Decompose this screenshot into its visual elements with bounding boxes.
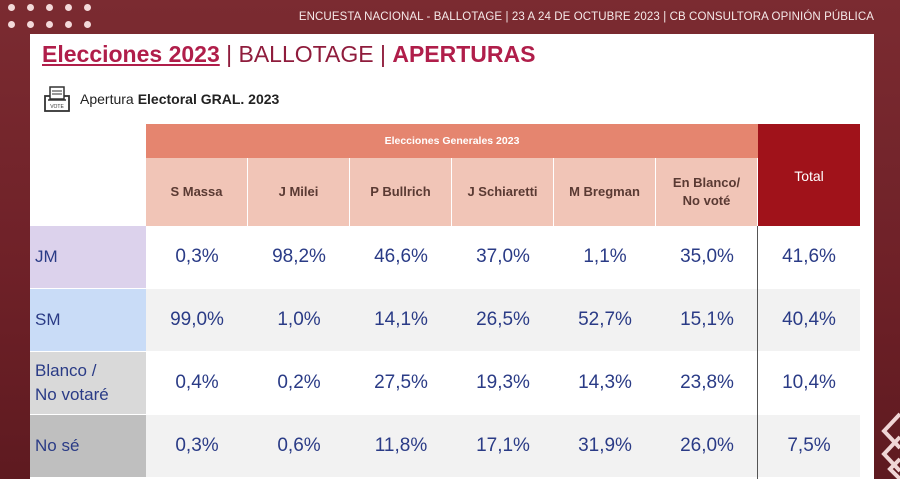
- table-row: [146, 289, 860, 351]
- table-row: [146, 415, 860, 477]
- table-cell: 52,7%: [578, 309, 632, 330]
- survey-header: ENCUESTA NACIONAL - BALLOTAGE | 23 A 24 …: [298, 11, 874, 23]
- decorative-chevrons: [881, 412, 900, 479]
- subtitle-prefix: Apertura: [80, 91, 134, 107]
- table-cell: 37,0%: [476, 246, 530, 267]
- table-cell: 0,3%: [175, 435, 219, 456]
- table-cell: 35,0%: [680, 246, 734, 267]
- total-cell: 10,4%: [782, 372, 836, 393]
- svg-text:VOTE: VOTE: [50, 104, 64, 110]
- ballot-box-icon: VOTE: [44, 86, 70, 112]
- total-cell: 40,4%: [782, 309, 836, 330]
- table-cell: 98,2%: [272, 246, 326, 267]
- table-cell: 99,0%: [170, 309, 224, 330]
- total-header: Total: [758, 124, 860, 226]
- table-cell: 1,1%: [583, 246, 627, 267]
- table-cell: 14,1%: [374, 309, 428, 330]
- total-divider: [757, 226, 758, 479]
- table-cell: 0,2%: [277, 372, 321, 393]
- table-cell: 0,3%: [175, 246, 219, 267]
- table-cell: 31,9%: [578, 435, 632, 456]
- table-cell: 27,5%: [374, 372, 428, 393]
- title-ballotage: | BALLOTAGE |: [219, 41, 393, 67]
- column-header: M Bregman: [554, 158, 655, 226]
- column-header: En Blanco/ No voté: [656, 158, 757, 226]
- row-label: Blanco / No votaré: [30, 352, 146, 414]
- table-cell: 19,3%: [476, 372, 530, 393]
- table-cell: 17,1%: [476, 435, 530, 456]
- total-cell: 7,5%: [787, 435, 831, 456]
- table-row: [146, 226, 860, 288]
- table-row: [146, 352, 860, 414]
- column-header: J Milei: [248, 158, 349, 226]
- table-cell: 1,0%: [277, 309, 321, 330]
- table-cell: 46,6%: [374, 246, 428, 267]
- table-cell: 11,8%: [374, 435, 428, 456]
- total-cell: 41,6%: [782, 246, 836, 267]
- subtitle-bold: Electoral GRAL. 2023: [137, 91, 280, 107]
- column-header: J Schiaretti: [452, 158, 553, 226]
- group-header: Elecciones Generales 2023: [146, 124, 758, 158]
- row-label: JM: [30, 226, 146, 288]
- page-title: Elecciones 2023 | BALLOTAGE | APERTURAS: [42, 41, 535, 68]
- table-cell: 15,1%: [680, 309, 734, 330]
- table-cell: 26,5%: [476, 309, 530, 330]
- table-cell: 0,4%: [175, 372, 219, 393]
- table-cell: 23,8%: [680, 372, 734, 393]
- row-label: SM: [30, 289, 146, 351]
- title-aperturas: APERTURAS: [392, 41, 536, 67]
- title-elections: Elecciones 2023: [42, 41, 220, 67]
- table-cell: 14,3%: [578, 372, 632, 393]
- table-cell: 0,6%: [277, 435, 321, 456]
- column-header: S Massa: [146, 158, 247, 226]
- decorative-dots: [8, 4, 103, 32]
- table-cell: 26,0%: [680, 435, 734, 456]
- subtitle: VOTE Apertura Electoral GRAL. 2023: [42, 84, 279, 114]
- content-card: Elecciones 2023 | BALLOTAGE | APERTURAS …: [30, 34, 874, 479]
- row-label: No sé: [30, 415, 146, 477]
- column-header: P Bullrich: [350, 158, 451, 226]
